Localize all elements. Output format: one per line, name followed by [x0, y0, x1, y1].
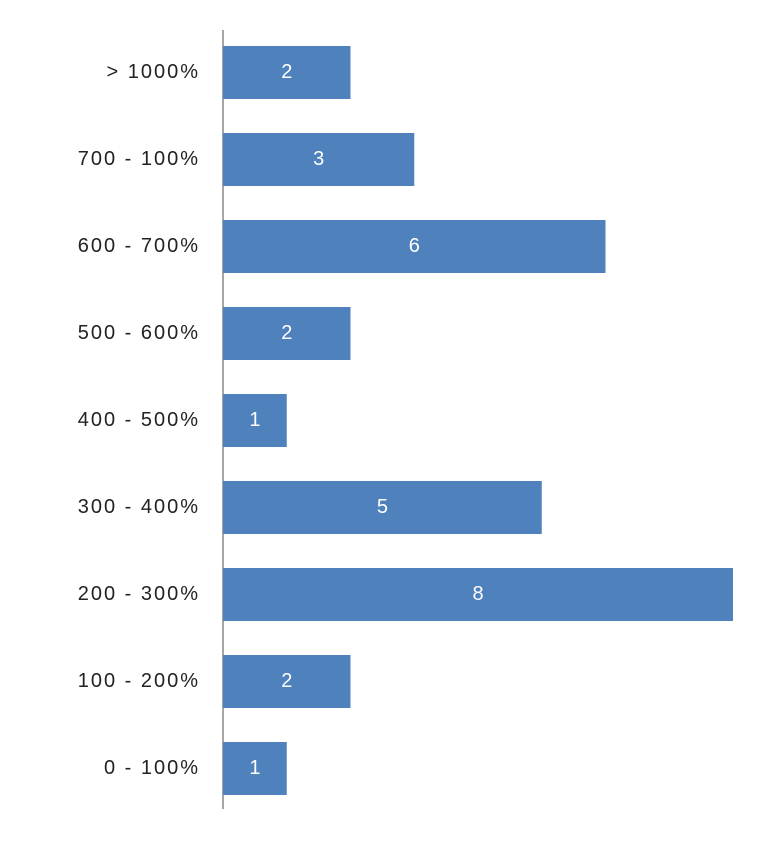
y-tick-label: 700 - 100%: [78, 148, 200, 170]
y-tick-label: 400 - 500%: [78, 409, 200, 431]
data-label: 2: [281, 322, 292, 344]
data-label: 3: [313, 148, 324, 170]
y-tick-label: 0 - 100%: [104, 757, 200, 779]
y-tick-label: 200 - 300%: [78, 583, 200, 605]
data-label: 1: [249, 757, 260, 779]
bar: [223, 220, 606, 273]
bar: [223, 394, 287, 447]
y-tick-label: 600 - 700%: [78, 235, 200, 257]
data-label: 2: [281, 670, 292, 692]
data-label: 1: [249, 409, 260, 431]
bar: [223, 568, 733, 621]
data-label: 8: [472, 583, 483, 605]
data-label: 2: [281, 61, 292, 83]
y-tick-label: 100 - 200%: [78, 670, 200, 692]
bar: [223, 481, 542, 534]
data-label: 6: [409, 235, 420, 257]
bar: [223, 742, 287, 795]
bar: [223, 133, 415, 186]
bar: [223, 655, 351, 708]
bar: [223, 46, 351, 99]
y-tick-label: 300 - 400%: [78, 496, 200, 518]
y-tick-label: 500 - 600%: [78, 322, 200, 344]
y-tick-label: > 1000%: [106, 61, 200, 83]
bar: [223, 307, 351, 360]
data-label: 5: [377, 496, 388, 518]
